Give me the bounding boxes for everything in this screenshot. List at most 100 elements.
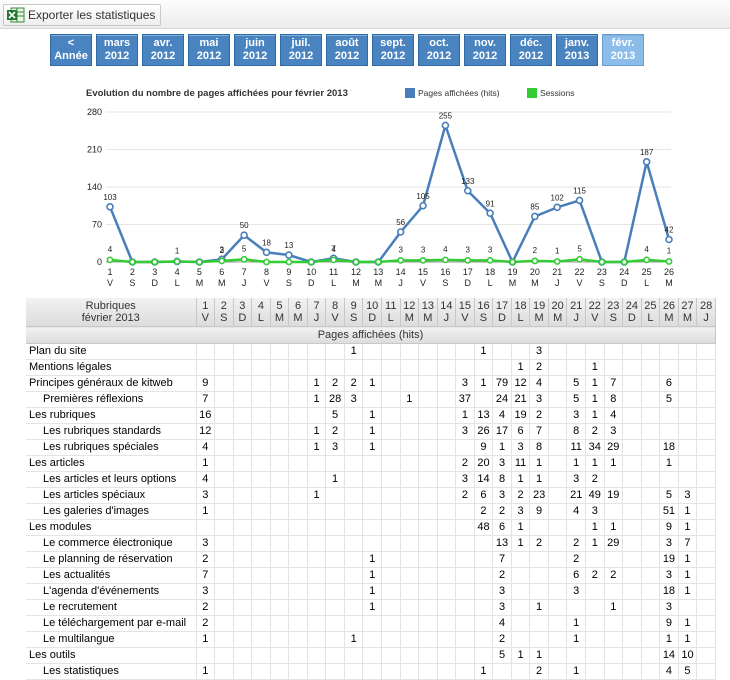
day-weekday: L <box>647 312 654 324</box>
corner-header: Rubriques février 2013 <box>26 298 197 327</box>
table-cell: 1 <box>604 519 624 536</box>
table-cell <box>585 551 605 568</box>
table-cell <box>622 423 642 440</box>
table-cell <box>214 583 234 600</box>
table-cell: 14 <box>474 471 494 488</box>
table-cell <box>474 615 494 632</box>
table-cell <box>622 663 642 680</box>
table-cell <box>251 407 271 424</box>
series-0-point <box>262 248 271 257</box>
day-weekday: V <box>591 312 599 324</box>
table-cell <box>604 615 624 632</box>
day-number: 18 <box>514 300 527 312</box>
day-number: 2 <box>220 300 227 312</box>
day-weekday: J <box>313 312 320 324</box>
table-cell <box>437 455 457 472</box>
x-tick-label: 8 <box>264 267 269 277</box>
series-1-data-label: 3 <box>398 245 403 254</box>
table-cell <box>400 359 420 376</box>
table-cell <box>437 647 457 664</box>
table-cell <box>251 583 271 600</box>
export-stats-button[interactable]: Exporter les statistiques <box>3 4 162 26</box>
month-nav-1[interactable]: mars 2012 <box>96 34 138 66</box>
table-cell: 3 <box>529 391 549 408</box>
day-header: 21 J <box>566 298 586 327</box>
table-cell: 1 <box>678 583 698 600</box>
table-cell <box>548 407 568 424</box>
table-cell <box>622 439 642 456</box>
day-header: 13 M <box>418 298 438 327</box>
table-cell <box>418 471 438 488</box>
table-cell <box>455 503 475 520</box>
month-nav-4[interactable]: juin 2012 <box>234 34 276 66</box>
table-cell <box>492 343 512 360</box>
x-tick-weekday: J <box>398 278 403 288</box>
table-cell: 4 <box>492 615 512 632</box>
table-cell: 21 <box>511 391 531 408</box>
table-cell <box>251 359 271 376</box>
series-1-data-label: 5 <box>577 244 582 253</box>
table-cell: 51 <box>659 503 679 520</box>
month-nav-5[interactable]: juil. 2012 <box>280 34 322 66</box>
table-cell: 3 <box>604 423 624 440</box>
table-cell: 1 <box>678 567 698 584</box>
table-cell: 4 <box>604 407 624 424</box>
table-cell <box>214 407 234 424</box>
month-nav-12[interactable]: févr. 2013 <box>602 34 644 66</box>
table-cell: 1 <box>585 519 605 536</box>
x-tick-weekday: V <box>577 278 583 288</box>
month-nav-10[interactable]: déc. 2012 <box>510 34 552 66</box>
month-nav-0[interactable]: < Année <box>50 34 92 66</box>
export-stats-label: Exporter les statistiques <box>28 8 156 22</box>
table-cell <box>344 663 364 680</box>
table-cell <box>288 631 308 648</box>
table-cell: 1 <box>585 407 605 424</box>
table-cell <box>566 359 586 376</box>
x-tick-label: 23 <box>597 267 607 277</box>
month-nav-9[interactable]: nov. 2012 <box>464 34 506 66</box>
table-cell <box>641 503 661 520</box>
table-cell: 18 <box>659 583 679 600</box>
x-tick-label: 20 <box>530 267 540 277</box>
table-cell <box>307 359 327 376</box>
table-cell: 1 <box>678 551 698 568</box>
month-nav-top: juin <box>245 37 265 49</box>
month-nav-11[interactable]: janv. 2013 <box>556 34 598 66</box>
table-cell: 7 <box>196 391 216 408</box>
table-row: Le multilangue 1 1 2 1 1 1 <box>26 631 716 648</box>
table-cell <box>696 631 716 648</box>
month-nav-2[interactable]: avr. 2012 <box>142 34 184 66</box>
table-cell: 1 <box>585 375 605 392</box>
table-cell <box>233 551 253 568</box>
day-number: 17 <box>495 300 509 312</box>
month-nav-7[interactable]: sept. 2012 <box>372 34 414 66</box>
table-cell <box>233 647 253 664</box>
table-cell: 11 <box>511 455 531 472</box>
table-cell: 2 <box>455 455 475 472</box>
table-cell <box>437 359 457 376</box>
table-cell <box>307 503 327 520</box>
table-cell: 2 <box>492 503 512 520</box>
table-cell: 5 <box>678 663 698 680</box>
table-cell <box>437 519 457 536</box>
table-row: Les galeries d'images 1 2 2 3 9 4 3 51 1 <box>26 503 716 520</box>
day-weekday: V <box>461 312 469 324</box>
month-nav-3[interactable]: mai 2012 <box>188 34 230 66</box>
month-nav-bottom: 2012 <box>104 50 130 62</box>
table-row: Principes généraux de kitweb 9 1 2 2 1 3 1 79 12 4… <box>26 375 716 392</box>
month-nav-6[interactable]: août 2012 <box>326 34 368 66</box>
table-cell <box>641 551 661 568</box>
table-cell: 4 <box>529 375 549 392</box>
table-cell <box>437 471 457 488</box>
table-cell <box>270 567 290 584</box>
table-cell <box>362 631 382 648</box>
table-cell <box>437 391 457 408</box>
row-label: Mentions légales <box>26 359 197 376</box>
series-1-point <box>240 255 248 263</box>
table-cell: 1 <box>585 535 605 552</box>
table-cell <box>418 439 438 456</box>
month-nav-8[interactable]: oct. 2012 <box>418 34 460 66</box>
day-weekday: J <box>703 312 709 324</box>
table-cell <box>400 663 420 680</box>
